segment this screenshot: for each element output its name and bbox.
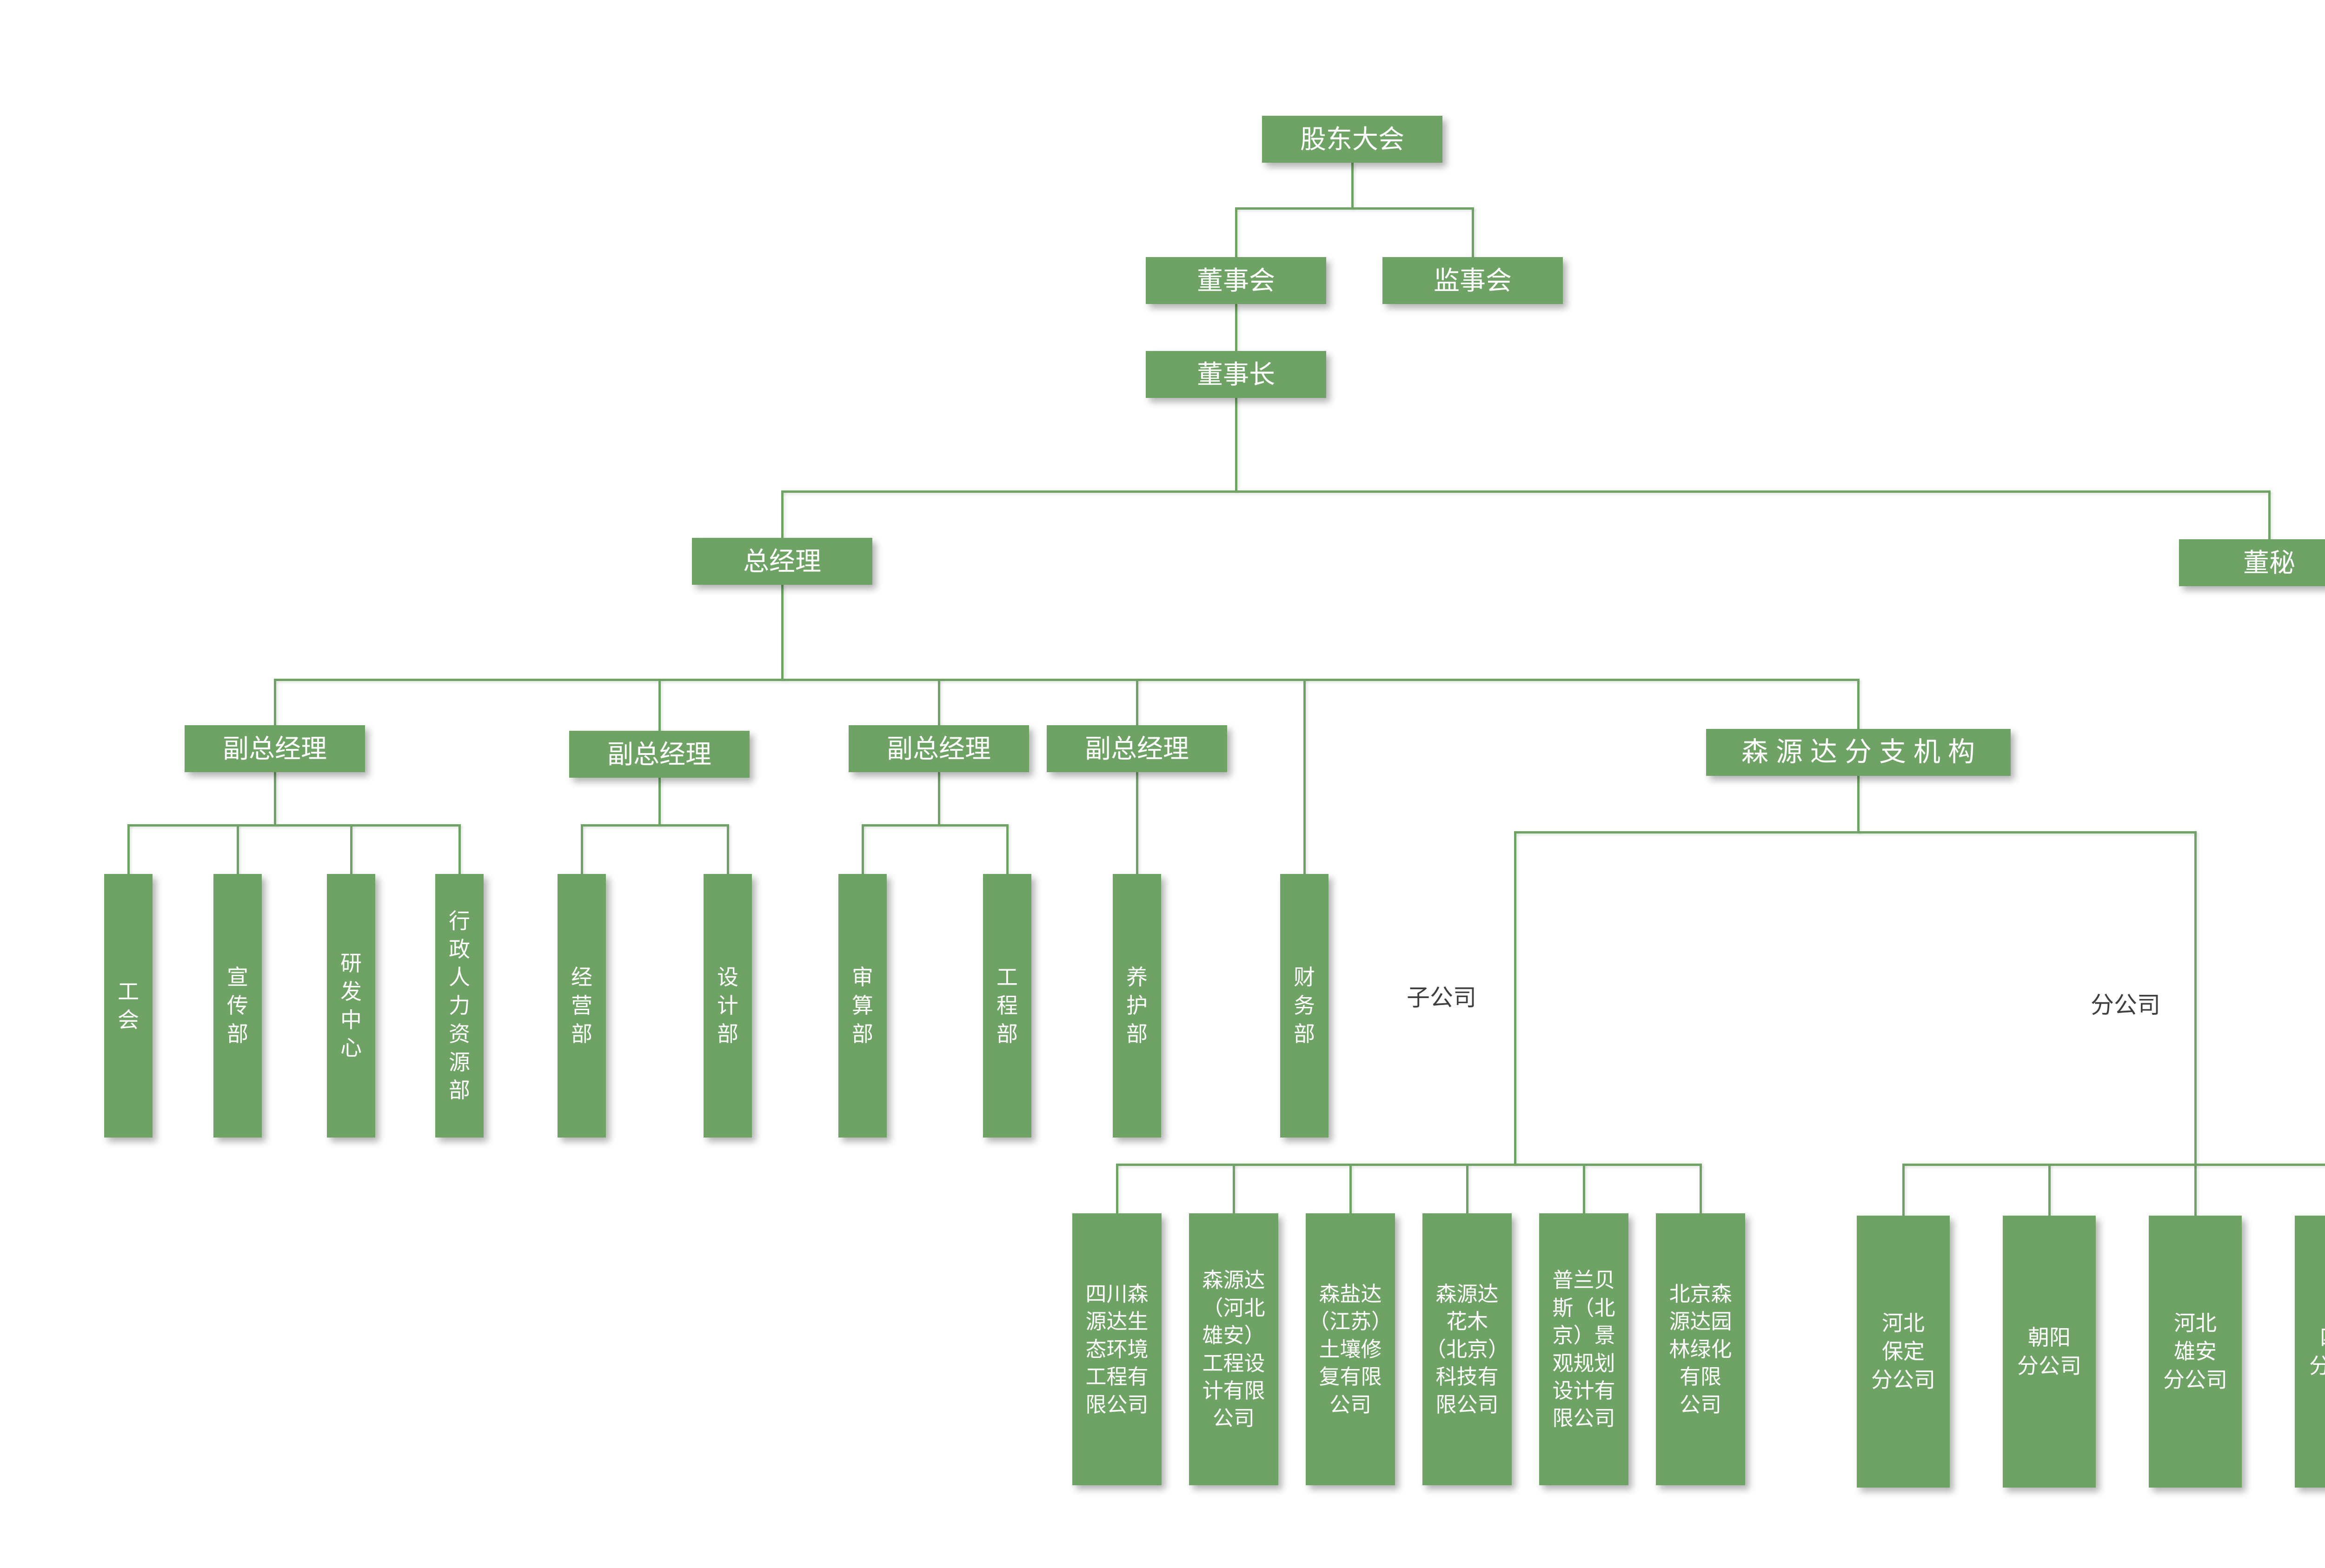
org-node-deputy-gm-4: 副总经理 — [1047, 725, 1227, 772]
org-node-sub-jiangsu-soil: 森盐达 （江苏） 土壤修 复有限 公司 — [1306, 1213, 1395, 1485]
connector-line — [273, 680, 276, 725]
org-node-dept-finance: 财 务 部 — [1280, 874, 1329, 1138]
connector-line — [781, 585, 784, 680]
connector-line — [273, 678, 1860, 681]
connector-line — [1006, 825, 1009, 874]
org-node-deputy-gm-3: 副总经理 — [849, 725, 1029, 772]
connector-line — [1136, 772, 1138, 874]
branches-label: 分公司 — [2091, 992, 2160, 1018]
org-node-dept-admin-hr: 行 政 人 力 资 源 部 — [435, 874, 484, 1138]
org-node-branch-sichuan: 四川 分公司 — [2295, 1216, 2325, 1488]
connector-line — [1116, 1164, 1118, 1213]
connector-line — [458, 825, 461, 874]
org-node-deputy-gm-1: 副总经理 — [185, 725, 365, 772]
connector-line — [1235, 398, 1237, 491]
connector-line — [1857, 776, 1860, 832]
org-node-senyuanda-branch-org: 森源达分支机构 — [1706, 729, 2011, 776]
connector-line — [236, 825, 239, 874]
connector-line — [2194, 832, 2197, 1216]
org-node-board-secretary: 董秘 — [2179, 539, 2325, 586]
connector-line — [273, 772, 276, 825]
org-node-board-of-directors: 董事会 — [1146, 257, 1326, 304]
org-node-dept-publicity: 宣 传 部 — [213, 874, 262, 1138]
org-node-supervisory-board: 监事会 — [1382, 257, 1563, 304]
connector-line — [937, 680, 940, 725]
connector-line — [2048, 1164, 2051, 1216]
connector-line — [1235, 208, 1237, 257]
connector-line — [658, 778, 661, 825]
org-node-deputy-gm-2: 副总经理 — [569, 731, 750, 778]
org-node-dept-design: 设 计 部 — [704, 874, 752, 1138]
connector-line — [1902, 1163, 2325, 1166]
connector-line — [861, 824, 1009, 827]
org-node-branch-chaoyang: 朝阳 分公司 — [2003, 1216, 2096, 1488]
connector-line — [781, 491, 784, 538]
connector-line — [350, 825, 352, 874]
subsidiaries-label: 子公司 — [1407, 985, 1476, 1011]
connector-line — [1303, 680, 1306, 874]
connector-line — [658, 680, 661, 731]
connector-line — [127, 824, 461, 827]
org-node-general-manager: 总经理 — [692, 538, 872, 585]
org-node-sub-pulanbeisi-landscape: 普兰贝 斯（北 京）景 观规划 设计有 限公司 — [1539, 1213, 1628, 1485]
connector-line — [127, 825, 130, 874]
org-node-sub-hebei-xiongan-design: 森源达 （河北 雄安） 工程设 计有限 公司 — [1189, 1213, 1278, 1485]
connector-line — [1471, 208, 1474, 257]
connector-line — [580, 824, 729, 827]
connector-line — [861, 825, 864, 874]
org-node-shareholders-meeting: 股东大会 — [1262, 116, 1442, 163]
org-node-dept-engineering: 工 程 部 — [983, 874, 1031, 1138]
connector-line — [1466, 1164, 1468, 1213]
connector-line — [1857, 680, 1860, 729]
connector-line — [726, 825, 729, 874]
connector-line — [1699, 1164, 1702, 1213]
connector-line — [1514, 832, 1516, 1164]
connector-line — [2268, 491, 2271, 539]
connector-line — [1136, 680, 1138, 725]
connector-line — [1351, 163, 1354, 208]
connector-line — [580, 825, 583, 874]
connector-line — [1902, 1164, 1905, 1216]
org-node-branch-hebei-baoding: 河北 保定 分公司 — [1857, 1216, 1950, 1488]
org-node-chairman: 董事长 — [1146, 351, 1326, 398]
org-node-sub-beijing-huamu-tech: 森源达 花木 （北京） 科技有 限公司 — [1422, 1213, 1512, 1485]
connector-line — [1116, 1163, 1702, 1166]
connector-line — [1582, 1164, 1585, 1213]
connector-line — [781, 490, 2271, 493]
org-node-sub-sichuan-ecology: 四川森 源达生 态环境 工程有 限公司 — [1072, 1213, 1162, 1485]
connector-line — [1514, 831, 2197, 834]
org-node-dept-labor-union: 工 会 — [104, 874, 153, 1138]
org-node-dept-audit-calc: 审 算 部 — [838, 874, 887, 1138]
connector-line — [937, 772, 940, 825]
org-node-dept-operations: 经 营 部 — [558, 874, 606, 1138]
connector-line — [1232, 1164, 1235, 1213]
connector-line — [1349, 1164, 1352, 1213]
org-node-sub-beijing-greening: 北京森 源达园 林绿化 有限 公司 — [1656, 1213, 1745, 1485]
org-node-dept-maintenance: 养 护 部 — [1113, 874, 1161, 1138]
org-node-branch-hebei-xiongan: 河北 雄安 分公司 — [2149, 1216, 2242, 1488]
connector-line — [1235, 304, 1237, 351]
org-node-dept-rnd-center: 研 发 中 心 — [327, 874, 375, 1138]
connector-line — [1235, 207, 1474, 210]
